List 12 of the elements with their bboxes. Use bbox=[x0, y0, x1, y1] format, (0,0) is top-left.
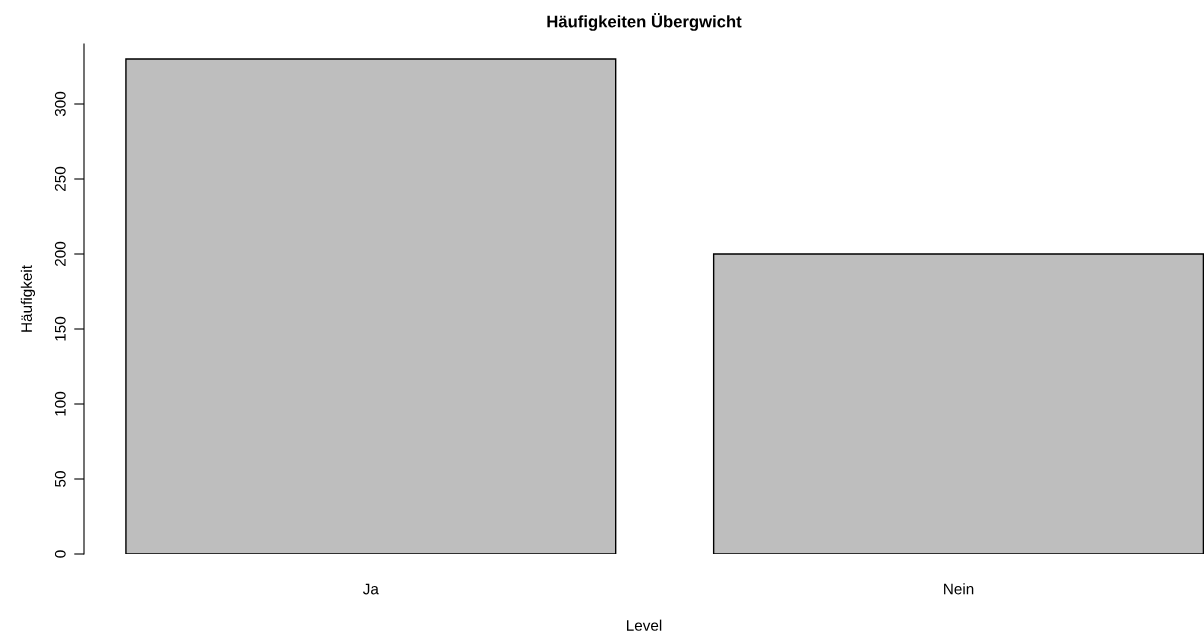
y-tick-label: 250 bbox=[54, 166, 66, 191]
chart-title: Häufigkeiten Übergwicht bbox=[547, 13, 742, 31]
y-tick-label: 150 bbox=[54, 316, 66, 341]
x-axis-title: Level bbox=[626, 619, 662, 631]
y-tick-label: 50 bbox=[54, 471, 66, 487]
y-tick-label: 0 bbox=[54, 550, 66, 558]
y-tick-label: 200 bbox=[54, 241, 66, 266]
x-tick-label: Ja bbox=[362, 583, 379, 595]
y-axis-title: Häufigkeit bbox=[20, 265, 36, 332]
y-tick-label: 100 bbox=[54, 391, 66, 416]
x-tick-label: Nein bbox=[944, 583, 974, 595]
y-tick-label: 300 bbox=[54, 91, 66, 117]
